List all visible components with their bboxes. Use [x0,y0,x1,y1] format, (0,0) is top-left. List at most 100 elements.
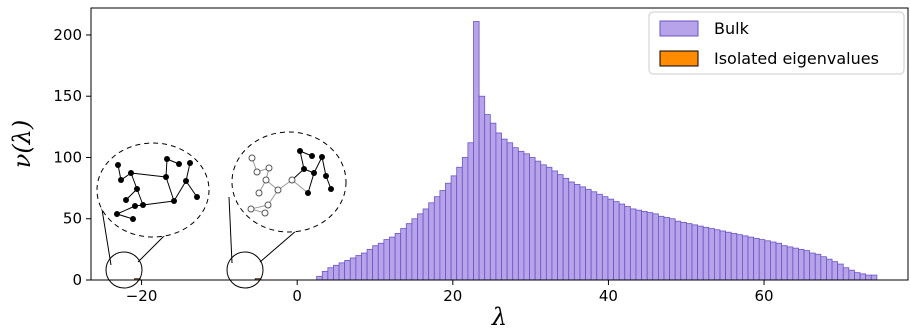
histogram-bar-bulk [697,225,704,281]
histogram-bar-bulk [775,242,783,281]
histogram-bar-bulk [366,248,374,281]
y-tick-label: 0 [72,271,82,289]
histogram-bar-bulk [708,228,715,281]
histogram-bar-bulk [758,239,766,281]
histogram-bar-bulk [842,267,850,281]
histogram-bar-bulk [333,264,340,281]
histogram-bar-bulk [523,153,530,281]
histogram-bar-bulk [417,213,424,281]
histogram-bar-bulk [389,236,396,281]
x-tick-label: 20 [443,287,462,305]
histogram-bar-bulk [562,177,570,281]
histogram-bar-bulk [702,226,710,281]
graph-drawing-right [247,148,334,217]
histogram-bar-bulk [422,208,430,281]
histogram-bar-bulk [624,206,631,281]
histogram-bar-bulk [770,241,777,281]
inset-ellipse-left [96,142,210,238]
axes: −20 0 20 40 60 0 50 100 150 200 λ ν(λ) [8,7,909,329]
histogram-bar-bulk [349,257,357,281]
histogram-bar-bulk [725,231,732,281]
histogram-bar-bulk [596,193,603,281]
x-tick-label: −20 [126,287,158,305]
histogram-bar-bulk [792,247,799,281]
x-tick-label: 40 [599,287,618,305]
histogram-bar-bulk [585,188,592,281]
histogram-bar-bulk [534,160,542,281]
histogram-bar-bulk [786,246,794,281]
histogram-bar-bulk [400,228,407,281]
histogram-bar-bulk [517,150,525,281]
histogram-bar-bulk [803,250,811,281]
histogram-bar-bulk [646,212,654,281]
histogram-bar-bulk [854,272,861,281]
histogram-bar-bulk [501,138,508,281]
histogram-bar-bulk [764,240,771,281]
y-tick-label: 150 [53,87,82,105]
histogram-bar-bulk [445,182,452,281]
histogram-bar-bulk [607,198,614,281]
histogram-bar-bulk [590,191,598,281]
magnifier-line-right-1 [228,196,233,264]
histogram-bar-bulk [484,114,491,281]
histogram-bar-bulk [747,236,755,281]
x-tick-label: 60 [755,287,774,305]
histogram-bar-bulk [657,215,665,281]
y-tick-label: 50 [63,210,82,228]
histogram-bar-bulk [512,147,519,281]
histogram-bar-bulk [680,222,687,281]
histogram-bar-bulk [629,208,637,281]
histogram-bar-bulk [495,132,502,281]
histogram-bar-bulk [372,245,379,281]
legend-swatch-bulk [659,20,699,37]
histogram-bar-bulk [641,210,648,281]
histogram-bar-bulk [568,181,575,281]
histogram-bar-bulk [798,248,805,281]
histogram-bar-bulk [377,242,385,281]
histogram-bar-bulk [557,174,564,281]
histogram-bar-bulk [327,267,334,281]
histogram-bar-bulk [691,224,698,281]
histogram-bar-bulk [781,245,788,281]
histogram-bar-bulk [613,201,620,281]
legend: Bulk Isolated eigenvalues [648,11,905,75]
histogram-bar-bulk [820,256,827,281]
plot-frame [90,7,909,281]
histogram-bar-bulk [859,273,867,281]
histogram-bar-bulk [848,269,855,281]
histogram-bar-bulk [473,21,480,281]
histogram-bar-bulk [826,258,833,281]
histogram-bar-bulk [405,223,413,281]
histogram-bar-bulk [461,157,469,281]
x-tick-label: 0 [292,287,302,305]
histogram-bar-bulk [529,157,536,281]
histogram-bar-bulk [753,237,760,281]
histogram-bar-bulk [394,233,402,281]
histogram-bar-bulk [635,209,642,281]
y-tick-label: 100 [53,148,82,166]
histogram-bar-bulk [814,253,822,281]
x-axis-title: λ [491,303,507,329]
histogram-bar-bulk [411,218,418,281]
graph-drawing-left [114,156,200,222]
histogram-bar-bulk [865,274,872,281]
legend-swatch-isolated [659,50,699,67]
histogram-bar-bulk [837,263,844,281]
histogram-bar-bulk [545,166,553,281]
histogram-bar-bulk [730,233,738,281]
histogram-bar-bulk [742,235,749,281]
histogram-bars [134,21,878,281]
legend-label-bulk: Bulk [714,19,750,38]
histogram-bar-bulk [618,203,626,281]
histogram-bar-bulk [433,196,441,281]
histogram-bar-bulk [456,166,463,281]
histogram-bar-bulk [870,274,878,281]
histogram-bar-bulk [809,252,816,281]
histogram-bar-bulk [714,229,721,281]
graph-insets [96,131,347,289]
histogram-bar-bulk [652,213,659,281]
histogram-bar-bulk [321,271,329,281]
histogram-bar-bulk [478,95,486,281]
histogram-bar-bulk [338,262,346,281]
